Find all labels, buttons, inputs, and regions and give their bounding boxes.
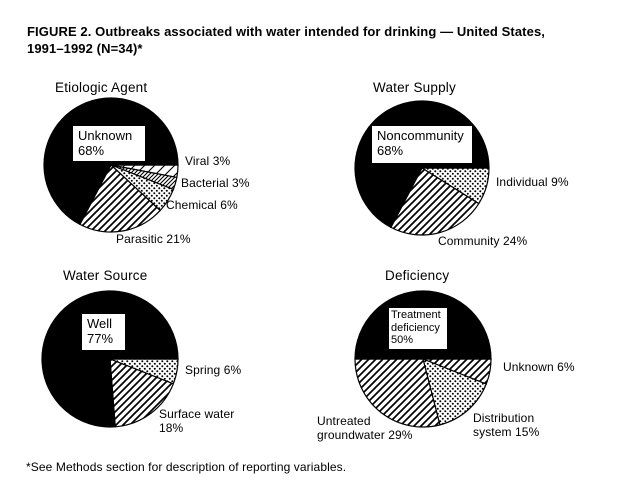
box-label-treatment-deficiency: Treatment deficiency 50%: [389, 308, 447, 349]
slice-well: [41, 290, 179, 428]
figure-title-line1: FIGURE 2. Outbreaks associated with wate…: [27, 24, 545, 39]
label-parasitic: Parasitic 21%: [116, 232, 191, 246]
figure-title: FIGURE 2. Outbreaks associated with wate…: [27, 23, 607, 57]
label-viral: Viral 3%: [185, 154, 231, 168]
footnote: *See Methods section for description of …: [26, 460, 347, 474]
slice-distribution-system: [422, 358, 487, 426]
label-surface-water: Surface water 18%: [159, 407, 235, 435]
chart-title-etiologic-agent: Etiologic Agent: [55, 80, 148, 95]
chart-title-deficiency: Deficiency: [385, 268, 450, 283]
label-community: Community 24%: [438, 234, 528, 248]
label-untreated-groundwater: Untreated groundwater 29%: [317, 414, 413, 442]
chart-title-water-supply: Water Supply: [373, 80, 456, 95]
label-chemical: Chemical 6%: [166, 198, 238, 212]
chart-title-water-source: Water Source: [63, 268, 148, 283]
box-label-unknown: Unknown 68%: [73, 126, 145, 161]
figure-title-line2: 1991–1992 (N=34)*: [27, 41, 143, 56]
label-individual: Individual 9%: [496, 175, 569, 189]
label-bacterial: Bacterial 3%: [181, 176, 250, 190]
slice-parasitic: [79, 164, 162, 233]
label-spring: Spring 6%: [185, 363, 242, 377]
pie-water-source: [41, 290, 179, 428]
box-label-well: Well 77%: [82, 314, 125, 350]
label-distribution-system: Distribution system 15%: [473, 411, 540, 439]
label-unknown-deficiency: Unknown 6%: [503, 360, 575, 374]
slice-surface-water: [109, 358, 175, 428]
slice-community: [390, 167, 480, 236]
slice-untreated-groundwater: [354, 358, 441, 428]
box-label-noncommunity: Noncommunity 68%: [372, 126, 472, 163]
